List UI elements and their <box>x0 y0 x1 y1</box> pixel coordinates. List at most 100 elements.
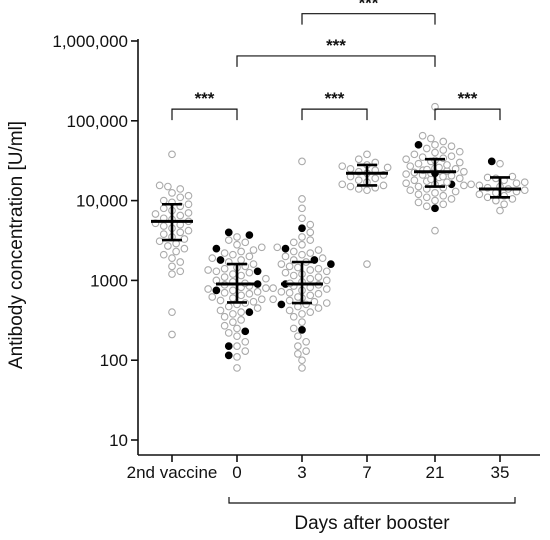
data-point-open <box>306 274 315 283</box>
data-point-open <box>306 249 315 257</box>
data-point-open <box>224 329 233 337</box>
data-point-open <box>294 350 302 358</box>
data-point-open <box>249 246 258 254</box>
data-point-open <box>414 182 423 191</box>
y-tick-label: 1000 <box>90 271 128 290</box>
data-point-open <box>520 186 529 195</box>
data-point-open <box>237 316 245 324</box>
data-point-open <box>229 318 237 326</box>
x-tick-label: 21 <box>426 463 445 482</box>
data-point-open <box>159 222 168 230</box>
data-point-open <box>447 195 456 203</box>
data-point-open <box>414 190 423 199</box>
data-point-filled <box>431 204 439 213</box>
data-point-open <box>159 230 168 238</box>
data-point-open <box>269 295 277 304</box>
data-point-open <box>422 144 431 153</box>
data-point-open <box>298 195 306 203</box>
y-axis-title: Antibody concentration [U/ml] <box>6 121 27 369</box>
data-point-open <box>184 200 193 209</box>
data-point-open <box>176 211 185 220</box>
data-point-open <box>159 196 168 205</box>
data-point-open <box>435 163 443 172</box>
data-point-open <box>237 291 245 300</box>
data-point-open <box>208 293 217 301</box>
x-tick-label: 0 <box>232 463 241 482</box>
data-point-open <box>298 204 306 213</box>
data-point-open <box>220 249 229 257</box>
x-tick-label: 35 <box>491 463 510 482</box>
data-point-open <box>281 252 290 261</box>
data-point-open <box>346 182 355 191</box>
data-point-open <box>298 356 306 365</box>
data-point-open <box>224 236 233 244</box>
significance-label: *** <box>326 36 346 55</box>
x-tick-label: 2nd vaccine <box>127 463 218 482</box>
data-point-open <box>285 288 294 297</box>
data-point-open <box>289 271 298 280</box>
y-tick-label: 10,000 <box>76 192 128 211</box>
data-point-open <box>431 148 439 157</box>
data-point-open <box>354 155 363 164</box>
data-point-open <box>229 250 237 259</box>
data-point-open <box>298 310 306 318</box>
data-point-open <box>354 176 363 185</box>
data-point-open <box>176 228 185 237</box>
y-tick-label: 10 <box>109 431 128 450</box>
data-point-open <box>306 266 315 274</box>
data-point-open <box>220 264 229 273</box>
data-point-open <box>229 286 237 295</box>
data-point-open <box>427 134 435 143</box>
group-bracket <box>228 497 516 504</box>
data-points <box>151 102 529 372</box>
data-point-open <box>414 159 423 168</box>
data-point-open <box>298 240 306 249</box>
data-point-open <box>431 189 439 197</box>
data-point-open <box>168 262 176 271</box>
significance-label: *** <box>359 0 379 13</box>
data-point-open <box>314 304 323 312</box>
data-point-open <box>229 294 237 302</box>
data-point-open <box>447 142 456 151</box>
data-point-open <box>298 214 306 223</box>
data-point-open <box>289 247 298 256</box>
data-point-open <box>306 291 315 300</box>
data-point-open <box>410 176 419 185</box>
data-point-open <box>443 161 451 169</box>
group-bracket-label: Days after booster <box>294 513 450 534</box>
data-point-filled <box>216 256 225 264</box>
data-point-open <box>322 267 331 276</box>
data-point-open <box>294 332 302 341</box>
data-point-open <box>363 150 371 159</box>
data-point-open <box>212 267 221 276</box>
data-point-open <box>338 180 347 189</box>
data-point-open <box>306 228 315 237</box>
data-point-open <box>318 254 327 263</box>
data-point-open <box>159 204 168 213</box>
data-point-open <box>512 179 521 188</box>
data-point-open <box>164 242 172 250</box>
data-point-open <box>294 342 302 351</box>
data-point-open <box>383 163 392 172</box>
data-point-open <box>338 162 347 171</box>
data-point-open <box>418 131 427 140</box>
data-point-filled <box>245 308 254 317</box>
data-point-open <box>298 318 306 326</box>
data-point-open <box>229 310 237 318</box>
data-point-open <box>310 297 319 306</box>
data-point-open <box>253 304 262 312</box>
y-tick-label: 100,000 <box>67 112 128 131</box>
summary-bars <box>151 157 521 305</box>
data-point-open <box>496 159 504 168</box>
data-point-open <box>220 288 229 297</box>
data-point-open <box>460 181 468 190</box>
data-point-open <box>233 342 241 351</box>
data-point-open <box>294 293 302 301</box>
data-point-open <box>414 198 423 207</box>
data-point-open <box>306 308 315 317</box>
data-point-open <box>402 155 410 164</box>
data-point-open <box>285 262 294 271</box>
data-point-open <box>431 196 439 205</box>
data-point-open <box>500 200 508 209</box>
data-point-open <box>363 186 371 195</box>
